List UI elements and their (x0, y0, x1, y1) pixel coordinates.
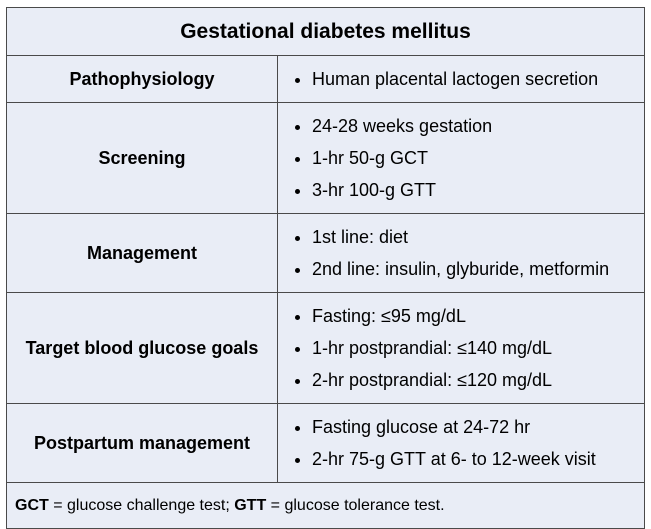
footnote-abbr: GCT (15, 496, 49, 514)
bullet-item: Fasting glucose at 24-72 hr (312, 411, 644, 443)
row-label: Screening (6, 102, 278, 214)
bullet-item: 1st line: diet (312, 221, 644, 253)
bullet-item: 3-hr 100-g GTT (312, 174, 644, 206)
footnote-text: = glucose challenge test; (48, 496, 235, 514)
bullet-item: 2-hr 75-g GTT at 6- to 12-week visit (312, 443, 644, 475)
table-row: Screening24-28 weeks gestation1-hr 50-g … (6, 102, 645, 214)
row-label: Pathophysiology (6, 55, 278, 103)
row-label: Postpartum management (6, 403, 278, 483)
table-row: Target blood glucose goalsFasting: ≤95 m… (6, 292, 645, 404)
row-label: Management (6, 213, 278, 293)
footnote-abbr: GTT (234, 496, 267, 514)
table-row: Postpartum managementFasting glucose at … (6, 403, 645, 483)
table-row: Management1st line: diet2nd line: insuli… (6, 213, 645, 293)
bullet-list: 1st line: diet2nd line: insulin, glyburi… (284, 221, 644, 285)
row-items: Human placental lactogen secretion (277, 55, 645, 103)
footnote: GCT = glucose challenge test; GTT = gluc… (6, 482, 645, 529)
row-items: 24-28 weeks gestation1-hr 50-g GCT3-hr 1… (277, 102, 645, 214)
row-items: Fasting glucose at 24-72 hr2-hr 75-g GTT… (277, 403, 645, 483)
row-label: Target blood glucose goals (6, 292, 278, 404)
bullet-list: Fasting glucose at 24-72 hr2-hr 75-g GTT… (284, 411, 644, 475)
bullet-item: 1-hr postprandial: ≤140 mg/dL (312, 332, 644, 364)
table-row: Pathophysiology Human placental lactogen … (6, 55, 645, 103)
bullet-item: Fasting: ≤95 mg/dL (312, 300, 644, 332)
footnote-text: = glucose tolerance test. (266, 496, 445, 514)
bullet-list: 24-28 weeks gestation1-hr 50-g GCT3-hr 1… (284, 110, 644, 206)
bullet-item: 24-28 weeks gestation (312, 110, 644, 142)
row-items: 1st line: diet2nd line: insulin, glyburi… (277, 213, 645, 293)
bullet-item: 2nd line: insulin, glyburide, metformin (312, 253, 644, 285)
table-body: Pathophysiology Human placental lactogen … (6, 55, 645, 483)
bullet-list: Fasting: ≤95 mg/dL1-hr postprandial: ≤14… (284, 300, 644, 396)
table-title: Gestational diabetes mellitus (6, 7, 645, 56)
row-items: Fasting: ≤95 mg/dL1-hr postprandial: ≤14… (277, 292, 645, 404)
bullet-item: 2-hr postprandial: ≤120 mg/dL (312, 364, 644, 396)
info-table: Gestational diabetes mellitus Pathophysi… (6, 7, 645, 529)
bullet-item: Human placental lactogen secretion (312, 63, 644, 95)
bullet-item: 1-hr 50-g GCT (312, 142, 644, 174)
bullet-list: Human placental lactogen secretion (284, 63, 644, 95)
